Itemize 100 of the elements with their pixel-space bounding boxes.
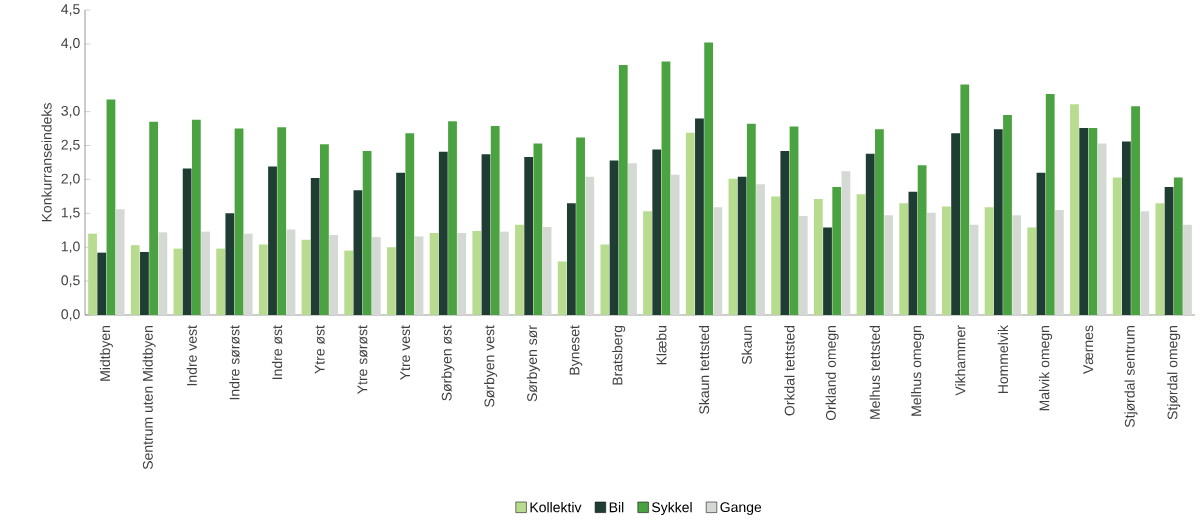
bar xyxy=(585,176,595,315)
x-tick-label: Stjørdal omegn xyxy=(1167,325,1181,420)
bar xyxy=(865,153,875,315)
bar xyxy=(182,168,192,315)
bar xyxy=(362,150,372,315)
bar xyxy=(387,247,396,315)
bar xyxy=(191,119,201,315)
bar xyxy=(643,211,652,315)
bar xyxy=(353,190,363,315)
bar xyxy=(286,229,296,315)
bar xyxy=(600,244,610,315)
bar xyxy=(1079,127,1089,315)
bar xyxy=(823,227,832,315)
bar xyxy=(841,171,851,315)
bar xyxy=(780,150,790,315)
bar xyxy=(499,231,509,315)
y-tick-label: 0,5 xyxy=(61,275,80,287)
legend-label: Bil xyxy=(609,502,624,513)
y-tick-label: 2,0 xyxy=(61,173,80,186)
bar xyxy=(908,191,918,315)
bar xyxy=(371,237,381,315)
bar xyxy=(856,194,866,315)
bar xyxy=(798,216,808,315)
bar xyxy=(414,236,424,315)
bar xyxy=(472,230,482,315)
bar xyxy=(115,209,125,315)
bar xyxy=(1027,227,1037,315)
bar xyxy=(789,126,799,315)
bar xyxy=(917,165,927,315)
bar xyxy=(728,178,738,315)
y-tick-label: 0,0 xyxy=(61,309,80,321)
bar xyxy=(670,174,680,315)
bar xyxy=(685,132,695,315)
bar xyxy=(1112,177,1122,315)
legend-label: Gange xyxy=(720,502,762,515)
bar xyxy=(1173,177,1183,315)
bar xyxy=(130,245,140,315)
bar xyxy=(652,149,662,315)
bar xyxy=(566,203,576,315)
x-tick-label: Ytre vest xyxy=(400,325,411,380)
bar xyxy=(310,178,320,315)
x-tick-label: Klæbu xyxy=(656,325,667,365)
bar xyxy=(201,231,210,315)
bar xyxy=(173,248,183,315)
bar xyxy=(951,133,960,315)
bar xyxy=(149,121,159,315)
bar xyxy=(216,248,226,315)
bar xyxy=(993,129,1003,315)
x-tick-label: Bratsberg xyxy=(612,325,626,385)
bar xyxy=(713,207,723,315)
x-tick-label: Værnes xyxy=(1083,325,1094,374)
bar xyxy=(234,128,244,315)
x-tick-label: Byneset xyxy=(569,325,583,375)
y-tick-label: 1,5 xyxy=(61,207,80,220)
x-tick-label: Malvik omegn xyxy=(1039,325,1053,411)
x-tick-label: Indre sørøst xyxy=(229,325,240,400)
bar xyxy=(771,196,781,315)
bar xyxy=(438,151,448,315)
x-tick-label: Ytre øst xyxy=(314,325,325,374)
bar xyxy=(97,252,107,315)
bar xyxy=(533,143,543,315)
bar xyxy=(942,206,951,315)
bar xyxy=(277,127,287,315)
y-tick-label: 3,0 xyxy=(61,105,80,118)
bar xyxy=(1054,209,1064,315)
bar xyxy=(225,213,235,315)
x-tick-label: Skaun tettsted xyxy=(698,325,710,414)
bar xyxy=(301,239,311,315)
bar xyxy=(258,244,268,315)
bar xyxy=(1070,104,1079,315)
bar xyxy=(1036,172,1046,315)
x-tick-label: Sentrum uten Midtbyen xyxy=(142,325,156,470)
bar xyxy=(737,176,747,315)
bar xyxy=(899,203,909,315)
bar xyxy=(704,42,714,315)
bar xyxy=(1097,143,1107,315)
bar xyxy=(813,199,823,315)
bar xyxy=(1155,203,1165,315)
bar xyxy=(396,172,405,315)
bar xyxy=(542,226,552,315)
bar xyxy=(1131,106,1140,315)
bar xyxy=(746,123,756,315)
bar xyxy=(1012,215,1022,315)
x-tick-label: Melhus omegn xyxy=(910,325,925,416)
x-tick-label: Vikhammer xyxy=(955,325,966,396)
bar xyxy=(158,232,168,315)
y-axis-title: Konkurranseindeks xyxy=(41,103,52,222)
bar xyxy=(1164,186,1174,315)
bar xyxy=(1045,94,1055,315)
bar xyxy=(628,163,637,315)
bar xyxy=(88,233,97,315)
bar xyxy=(329,235,339,315)
bar xyxy=(832,186,842,315)
bar xyxy=(756,184,765,315)
bar xyxy=(969,224,979,315)
bar xyxy=(661,61,671,315)
bar xyxy=(1003,115,1012,315)
x-tick-label: Skaun xyxy=(741,325,752,365)
bar xyxy=(1121,141,1131,315)
x-tick-label: Ytre sørøst xyxy=(357,325,368,394)
